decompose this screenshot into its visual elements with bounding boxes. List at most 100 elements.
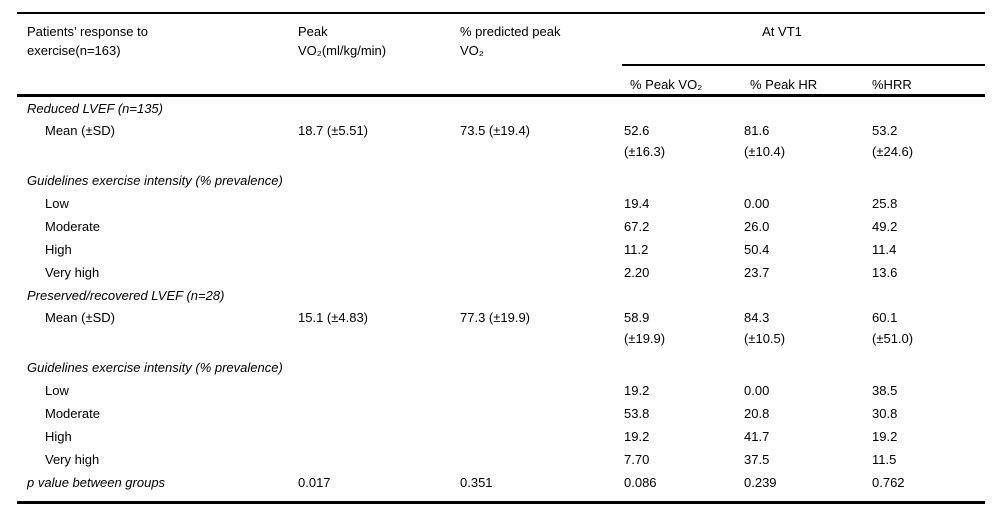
row-label: Very high: [45, 265, 100, 280]
table-row: Moderate 53.8 20.8 30.8: [17, 402, 985, 425]
cell-vt1-hrr: 49.2: [872, 219, 898, 234]
header-peak-vo2: Peak VO₂(ml/kg/min): [298, 24, 387, 58]
cell-pct-predicted-peak-vo2: [460, 215, 624, 238]
row-label: Low: [45, 383, 69, 398]
cell-pct-predicted-peak-vo2: [460, 169, 624, 192]
cell-vt1-peak-vo2: 11.2: [624, 242, 649, 257]
table-row: Moderate 67.2 26.0 49.2: [17, 215, 985, 238]
cell-vt1-peak-vo2: 0.086: [624, 475, 657, 490]
table-row: Low 19.4 0.00 25.8: [17, 192, 985, 215]
cell-vt1-peak-vo2: 53.8: [624, 406, 650, 421]
table-header-row: Patients’ response to exercise(n=163) Pe…: [17, 14, 985, 97]
row-label: Very high: [45, 452, 100, 467]
subheader-pct-peak-hr: % Peak HR: [750, 77, 818, 92]
cell-vt1-peak-hr: [744, 169, 872, 192]
cell-pct-predicted-peak-vo2: [460, 192, 624, 215]
cell-pct-predicted-peak-vo2: [460, 379, 624, 402]
cell-peak-vo2: 15.1 (±4.83): [298, 310, 369, 325]
table-row: p value between groups 0.017 0.351 0.086 0.2…: [17, 471, 985, 494]
cell-pct-predicted-peak-vo2: [460, 97, 624, 120]
cell-vt1-peak-vo2: 58.9 (±19.9): [624, 310, 666, 346]
cell-peak-vo2: 18.7 (±5.51): [298, 123, 369, 138]
row-label: Mean (±SD): [45, 123, 115, 138]
cell-vt1-peak-vo2: 19.2: [624, 429, 650, 444]
cell-vt1-hrr: [872, 356, 985, 379]
cell-pct-predicted-peak-vo2: [460, 284, 624, 307]
cell-pct-predicted-peak-vo2: [460, 238, 624, 261]
cell-vt1-peak-vo2: 7.70: [624, 452, 650, 467]
cell-pct-predicted-peak-vo2: [460, 402, 624, 425]
row-label: p value between groups: [27, 475, 166, 490]
cell-pct-predicted-peak-vo2: 0.351: [460, 475, 493, 490]
cell-peak-vo2: [298, 356, 460, 379]
cell-pct-predicted-peak-vo2: [460, 356, 624, 379]
table-row: Very high 2.20 23.7 13.6: [17, 261, 985, 284]
cell-vt1-peak-vo2: [624, 97, 744, 120]
cell-vt1-peak-hr: 0.00: [744, 196, 770, 211]
cell-peak-vo2: [298, 215, 460, 238]
table-row: High 19.2 41.7 19.2: [17, 425, 985, 448]
cell-peak-vo2: [298, 169, 460, 192]
cell-peak-vo2: [298, 425, 460, 448]
cell-vt1-peak-hr: [744, 284, 872, 307]
cell-vt1-peak-vo2: 19.4: [624, 196, 650, 211]
cell-vt1-peak-hr: 37.5: [744, 452, 770, 467]
subheader-pct-peak-vo2: % Peak VO₂: [630, 77, 703, 92]
cell-vt1-peak-hr: 81.6 (±10.4): [744, 123, 786, 159]
table-row: Mean (±SD) 18.7 (±5.51) 73.5 (±19.4) 52.6 (…: [17, 120, 985, 162]
cell-vt1-hrr: [872, 169, 985, 192]
cell-vt1-peak-hr: 41.7: [744, 429, 770, 444]
table-row: High 11.2 50.4 11.4: [17, 238, 985, 261]
row-label: Low: [45, 196, 69, 211]
cell-vt1-peak-hr: [744, 356, 872, 379]
header-patients-response: Patients’ response to exercise(n=163): [27, 24, 148, 58]
row-label: Mean (±SD): [45, 310, 115, 325]
cell-vt1-hrr: 60.1 (±51.0): [872, 310, 914, 346]
table-row: Very high 7.70 37.5 11.5: [17, 448, 985, 471]
cell-vt1-peak-hr: 23.7: [744, 265, 770, 280]
cell-pct-predicted-peak-vo2: 77.3 (±19.9): [460, 310, 531, 325]
row-label: High: [45, 429, 72, 444]
cell-vt1-peak-hr: 26.0: [744, 219, 770, 234]
table-row: Mean (±SD) 15.1 (±4.83) 77.3 (±19.9) 58.9 (…: [17, 307, 985, 349]
table-row: Guidelines exercise intensity (% prevale…: [17, 356, 985, 379]
cell-vt1-hrr: 11.4: [872, 242, 897, 257]
row-label: Moderate: [45, 219, 100, 234]
row-label: Moderate: [45, 406, 100, 421]
header-at-vt1: At VT1: [762, 24, 802, 39]
subheader-pct-hrr: %HRR: [872, 77, 912, 92]
results-table: Patients’ response to exercise(n=163) Pe…: [17, 12, 985, 504]
cell-vt1-peak-vo2: 67.2: [624, 219, 650, 234]
table-row: Reduced LVEF (n=135): [17, 97, 985, 120]
cell-peak-vo2: [298, 402, 460, 425]
cell-vt1-peak-vo2: 52.6 (±16.3): [624, 123, 666, 159]
table-body: Reduced LVEF (n=135) Mean (±SD) 18.7 (±5.5…: [17, 97, 985, 504]
cell-vt1-hrr: 30.8: [872, 406, 898, 421]
cell-pct-predicted-peak-vo2: [460, 425, 624, 448]
cell-vt1-hrr: 38.5: [872, 383, 898, 398]
at-vt1-spanner-rule: [622, 64, 985, 66]
cell-pct-predicted-peak-vo2: [460, 448, 624, 471]
row-label: Preserved/recovered LVEF (n=28): [27, 288, 225, 303]
cell-peak-vo2: [298, 97, 460, 120]
cell-peak-vo2: [298, 192, 460, 215]
cell-peak-vo2: [298, 238, 460, 261]
cell-vt1-peak-vo2: [624, 356, 744, 379]
cell-vt1-peak-hr: 0.00: [744, 383, 770, 398]
cell-pct-predicted-peak-vo2: [460, 261, 624, 284]
cell-vt1-peak-hr: [744, 97, 872, 120]
cell-vt1-hrr: 13.6: [872, 265, 898, 280]
cell-vt1-hrr: 53.2 (±24.6): [872, 123, 914, 159]
cell-vt1-hrr: 19.2: [872, 429, 898, 444]
cell-vt1-peak-vo2: [624, 284, 744, 307]
cell-vt1-hrr: [872, 97, 985, 120]
cell-peak-vo2: [298, 261, 460, 284]
cell-pct-predicted-peak-vo2: 73.5 (±19.4): [460, 123, 531, 138]
cell-vt1-hrr: 25.8: [872, 196, 898, 211]
row-label: Guidelines exercise intensity (% prevale…: [27, 360, 283, 375]
cell-vt1-peak-hr: 50.4: [744, 242, 770, 257]
table-row: Low 19.2 0.00 38.5: [17, 379, 985, 402]
cell-vt1-hrr: 11.5: [872, 452, 897, 467]
cell-vt1-peak-hr: 84.3 (±10.5): [744, 310, 786, 346]
row-label: Reduced LVEF (n=135): [27, 101, 163, 116]
